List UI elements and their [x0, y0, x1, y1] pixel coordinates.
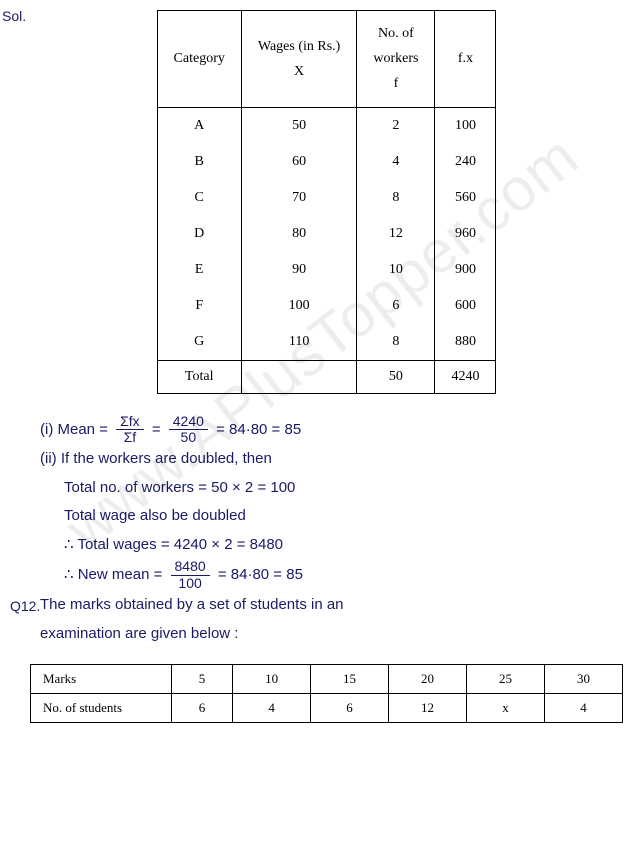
th-category: Category [157, 11, 241, 108]
mean-line-a: (i) Mean = [40, 420, 112, 437]
th-wages: Wages (in Rs.)X [241, 11, 356, 108]
line-ii: (ii) If the workers are doubled, then [40, 445, 623, 474]
table-total-row: Total504240 [157, 360, 496, 393]
line-totalwages: ∴ Total wages = 4240 × 2 = 8480 [40, 531, 623, 560]
table-row: No. of students 6 4 6 12 x 4 [31, 694, 623, 723]
fraction-sigma: Σfx Σf [116, 414, 144, 446]
th-fx: f.x [435, 11, 496, 108]
q12-label: Q12. [10, 593, 40, 620]
solution-label: Sol. [2, 8, 26, 24]
table-row: D8012960 [157, 216, 496, 252]
q12-line2: examination are given below : [40, 620, 623, 649]
fraction-4240-50: 4240 50 [169, 414, 208, 446]
table-row: A502100 [157, 107, 496, 144]
mean-line-c: = 84·80 = 85 [216, 420, 301, 437]
table-row: B604240 [157, 144, 496, 180]
th-workers: No. ofworkersf [357, 11, 435, 108]
table-row: C708560 [157, 180, 496, 216]
table-row: G1108880 [157, 324, 496, 361]
handwritten-solution: (i) Mean = Σfx Σf = 4240 50 = 84·80 = 85… [40, 414, 623, 649]
newmean-a: ∴ New mean = [64, 566, 167, 583]
wages-table: Category Wages (in Rs.)X No. ofworkersf … [157, 10, 497, 394]
line-totalwage-doubled: Total wage also be doubled [40, 502, 623, 531]
q12-line1: The marks obtained by a set of students … [40, 591, 623, 620]
table-row: F1006600 [157, 288, 496, 324]
line-totalworkers: Total no. of workers = 50 × 2 = 100 [40, 474, 623, 503]
table-row: E9010900 [157, 252, 496, 288]
newmean-b: = 84·80 = 85 [218, 566, 303, 583]
fraction-8480-100: 8480 100 [171, 559, 210, 591]
table-row: Marks 5 10 15 20 25 30 [31, 665, 623, 694]
marks-table: Marks 5 10 15 20 25 30 No. of students 6… [30, 664, 623, 723]
eq: = [152, 420, 165, 437]
